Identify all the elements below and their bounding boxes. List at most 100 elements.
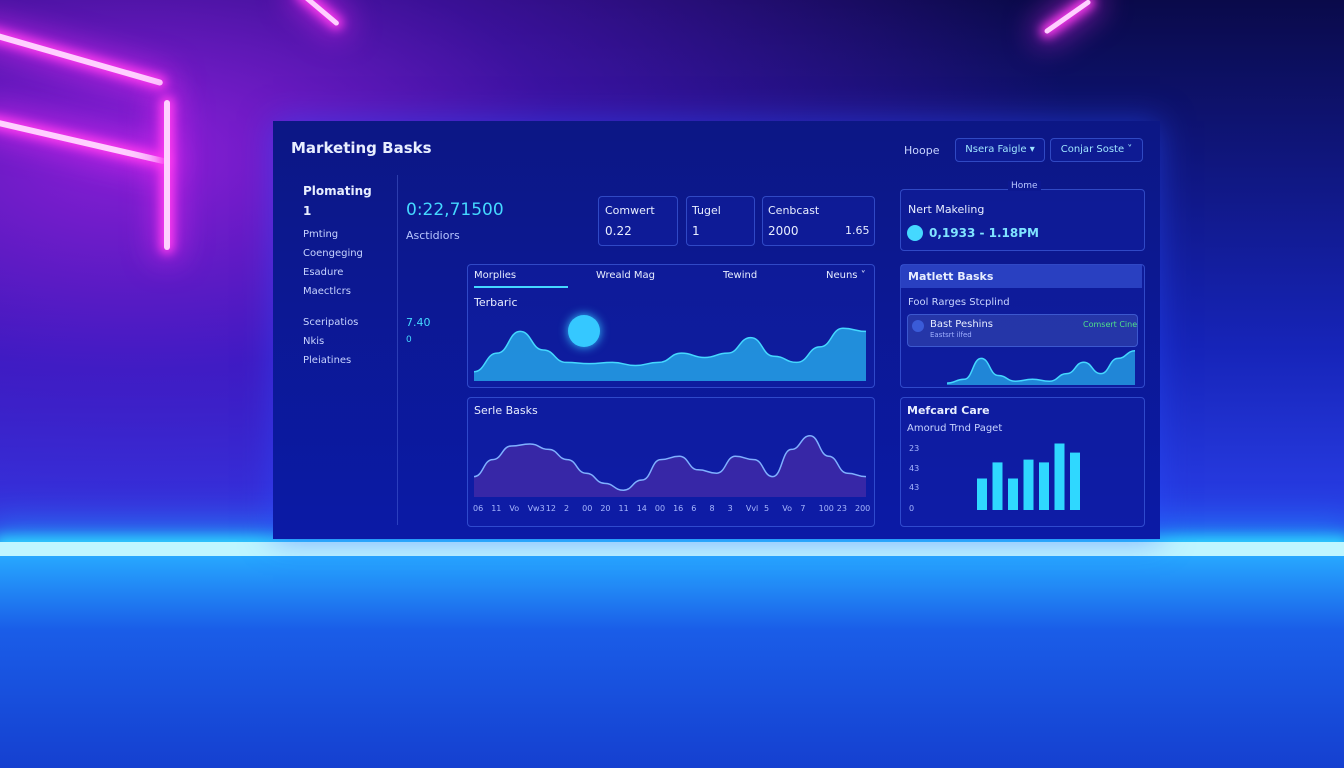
next-caption: Home [1008, 181, 1041, 191]
stat-value: 1 [692, 224, 700, 238]
stat-value: 0.22 [605, 224, 632, 238]
x-tick-label: 00 [582, 504, 593, 513]
x-tick-label: Vvl [745, 504, 759, 513]
dropdown[interactable]: Conjar Soste ˅ [1050, 138, 1143, 162]
mini-chart [946, 350, 1136, 385]
floor [0, 556, 1344, 768]
x-tick-label: Vo [782, 504, 792, 513]
item-title: Bast Peshins [930, 319, 993, 330]
panel-title: Mefcard Care [907, 404, 990, 417]
data-line [946, 350, 1136, 384]
bar [992, 462, 1003, 510]
y-tick-label: 43 [909, 483, 920, 492]
status-icon [907, 225, 923, 241]
stat-label: Cenbcast [768, 204, 820, 217]
divider [397, 175, 398, 525]
sidebar-value: 1 [303, 204, 312, 218]
x-tick-label: 200 [855, 504, 871, 513]
bar [1054, 443, 1065, 510]
sidebar-item[interactable]: Sceripatios [303, 317, 359, 328]
sidebar-item[interactable]: Pmting [303, 229, 339, 240]
x-tick-label: 2 [563, 504, 570, 513]
sidebar-item[interactable]: Esadure [303, 267, 344, 278]
y-tick-label: 0 [909, 504, 915, 513]
data-line [473, 327, 867, 373]
stat-card [598, 196, 678, 246]
x-tick-label: 8 [709, 504, 715, 513]
next-card [900, 189, 1145, 251]
x-tick-label: 00 [654, 504, 666, 513]
x-tick-label: 100 [818, 504, 834, 513]
bar-chart [977, 443, 1080, 510]
panel-subtitle: Amorud Trnd Paget [907, 423, 1003, 434]
x-tick-label: 6 [691, 504, 697, 513]
area-fill [474, 435, 866, 497]
area-chart [473, 435, 867, 497]
sidebar-item[interactable]: Nkis [303, 336, 325, 347]
panel-card [900, 397, 1145, 527]
tab[interactable]: Neuns ˅ [826, 270, 866, 281]
x-tick-label: 11 [618, 504, 629, 513]
neon-light [298, 0, 340, 27]
next-value: 0,1933 - 1.18PM [929, 226, 1039, 240]
highlight-dot [568, 315, 600, 347]
tab[interactable]: Morplies [474, 270, 517, 281]
chart-title: Serle Basks [474, 404, 538, 417]
neon-light [0, 118, 167, 165]
area-chart [473, 327, 867, 381]
stat-card [762, 196, 875, 246]
y-tick-label: 23 [909, 444, 920, 453]
x-tick-label: 23 [836, 504, 847, 513]
panel-subtitle: Fool Rarges Stcplind [908, 297, 1010, 308]
item-status: Comsert Cine [1083, 320, 1138, 329]
next-title: Nert Makeling [908, 203, 985, 216]
x-tick-label: 7 [800, 504, 806, 513]
dashboard-title: Marketing Basks [291, 139, 432, 157]
item-icon [912, 320, 924, 332]
bar [1070, 452, 1080, 510]
x-tick-label: 06 [473, 504, 484, 513]
x-tick-label: 3 [727, 504, 733, 513]
x-tick-label: 16 [673, 504, 684, 513]
sidebar-item[interactable]: Coengeging [303, 248, 363, 259]
kpi-label: Asctidiors [406, 229, 460, 242]
bar [1039, 462, 1049, 510]
tab[interactable]: Wreald Mag [596, 270, 656, 281]
dropdown[interactable]: Nsera Faigle ▾ [955, 138, 1045, 162]
x-tick-label: Vo [509, 504, 520, 513]
list-item[interactable] [907, 314, 1138, 347]
stat-label: Tugel [692, 204, 721, 217]
x-tick-label: Vw3 [527, 504, 545, 513]
chart-title: Terbaric [474, 296, 518, 309]
stat-label: Comwert [605, 204, 655, 217]
item-subtitle: Eastsrt ilfed [930, 331, 972, 339]
stat-card [686, 196, 755, 246]
neon-light [1043, 0, 1092, 35]
x-tick-label: 12 [545, 504, 556, 513]
x-tick-label: 11 [491, 504, 502, 513]
x-tick-label: 20 [600, 504, 611, 513]
floor-glow [0, 542, 1344, 556]
side-sub: 0 [406, 335, 412, 345]
area-fill [474, 328, 866, 381]
bar [977, 478, 987, 510]
panel-title: Matlett Basks [908, 270, 994, 283]
data-line [473, 435, 867, 491]
kpi-value: 0:22,71500 [406, 200, 504, 220]
tab[interactable]: Tewind [723, 270, 758, 281]
stat-value: 2000 [768, 224, 799, 238]
nav-link[interactable]: Hoope [904, 144, 940, 157]
neon-light [0, 28, 164, 87]
x-tick-label: 14 [636, 504, 647, 513]
y-tick-label: 43 [909, 464, 920, 473]
side-value: 7.40 [406, 316, 431, 329]
sidebar-item[interactable]: Maectlcrs [303, 286, 351, 297]
sidebar-item[interactable]: Pleiatines [303, 355, 352, 366]
x-tick-label: 5 [764, 504, 770, 513]
active-tab-indicator [474, 286, 568, 288]
area-fill [947, 350, 1135, 385]
panel-header [901, 265, 1142, 288]
bar [1008, 478, 1018, 510]
neon-light [164, 100, 170, 250]
